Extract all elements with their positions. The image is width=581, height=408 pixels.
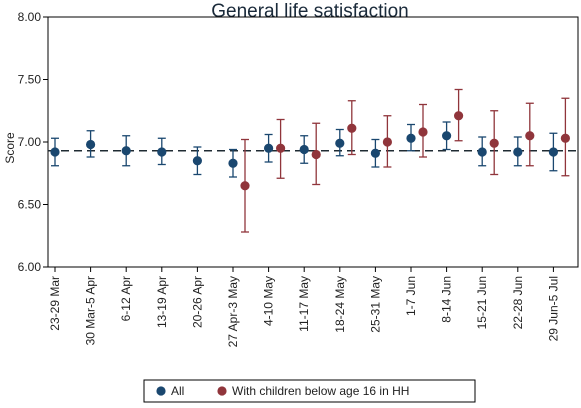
legend: All With children below age 16 in HH xyxy=(143,379,476,403)
x-tick-label: 8-14 Jun xyxy=(440,276,454,323)
data-point-all xyxy=(513,147,523,157)
data-point-all xyxy=(442,131,452,141)
data-point-all xyxy=(299,144,309,155)
chart-title: General life satisfaction xyxy=(211,1,409,22)
data-point-all xyxy=(228,158,238,168)
x-tick-label: 1-7 Jun xyxy=(404,276,418,316)
data-point-all xyxy=(264,143,274,153)
x-tick-label: 20-26 Apr xyxy=(190,276,204,328)
legend-marker-children xyxy=(217,386,227,396)
data-point-all xyxy=(406,133,416,143)
y-tick-label: 8.00 xyxy=(18,10,42,24)
data-point-children xyxy=(489,138,499,148)
data-point-children xyxy=(240,181,250,191)
data-point-all xyxy=(548,147,559,157)
y-tick-label: 6.00 xyxy=(18,260,42,274)
data-point-all xyxy=(370,148,380,158)
legend-label-all: All xyxy=(171,384,184,398)
data-point-children xyxy=(525,131,535,141)
data-point-all xyxy=(335,138,345,148)
data-point-all xyxy=(192,156,202,166)
data-point-all xyxy=(477,147,487,157)
x-tick-label: 4-10 May xyxy=(262,276,276,326)
x-tick-label: 29 Jun-5 Jul xyxy=(546,276,560,341)
data-point-all xyxy=(50,147,60,157)
data-point-children xyxy=(418,127,428,137)
x-tick-label: 15-21 Jun xyxy=(475,276,489,329)
y-tick-label: 7.50 xyxy=(18,73,42,87)
legend-label-children: With children below age 16 in HH xyxy=(232,384,409,398)
data-point-children xyxy=(560,133,571,143)
data-point-children xyxy=(276,143,286,153)
plot-area: 6.00 6.50 7.00 7.50 8.00 23-29 Mar 30 Mar-5 Ap… xyxy=(18,10,579,347)
data-point-children xyxy=(382,137,392,147)
x-tick-label: 22-28 Jun xyxy=(511,276,525,329)
y-tick-label: 7.00 xyxy=(18,135,42,149)
x-tick-label: 27 Apr-3 May xyxy=(226,276,240,347)
legend-marker-all xyxy=(156,386,166,396)
x-tick-label: 6-12 Apr xyxy=(119,276,133,321)
x-tick-label: 30 Mar-5 Apr xyxy=(84,276,98,345)
data-point-children xyxy=(347,123,357,133)
x-tick-label: 11-17 May xyxy=(297,276,311,332)
data-point-all xyxy=(121,146,131,156)
x-tick-label: 23-29 Mar xyxy=(48,276,62,331)
y-axis-title: Score xyxy=(3,132,17,164)
x-tick-label: 13-19 Apr xyxy=(155,276,169,328)
x-tick-label: 18-24 May xyxy=(333,276,347,333)
y-tick-label: 6.50 xyxy=(18,198,42,212)
legend-box xyxy=(143,379,476,403)
x-tick-label: 25-31 May xyxy=(368,276,382,333)
data-point-children xyxy=(311,149,321,160)
data-point-children xyxy=(454,111,464,121)
data-point-all xyxy=(157,147,167,157)
data-point-all xyxy=(86,139,96,150)
